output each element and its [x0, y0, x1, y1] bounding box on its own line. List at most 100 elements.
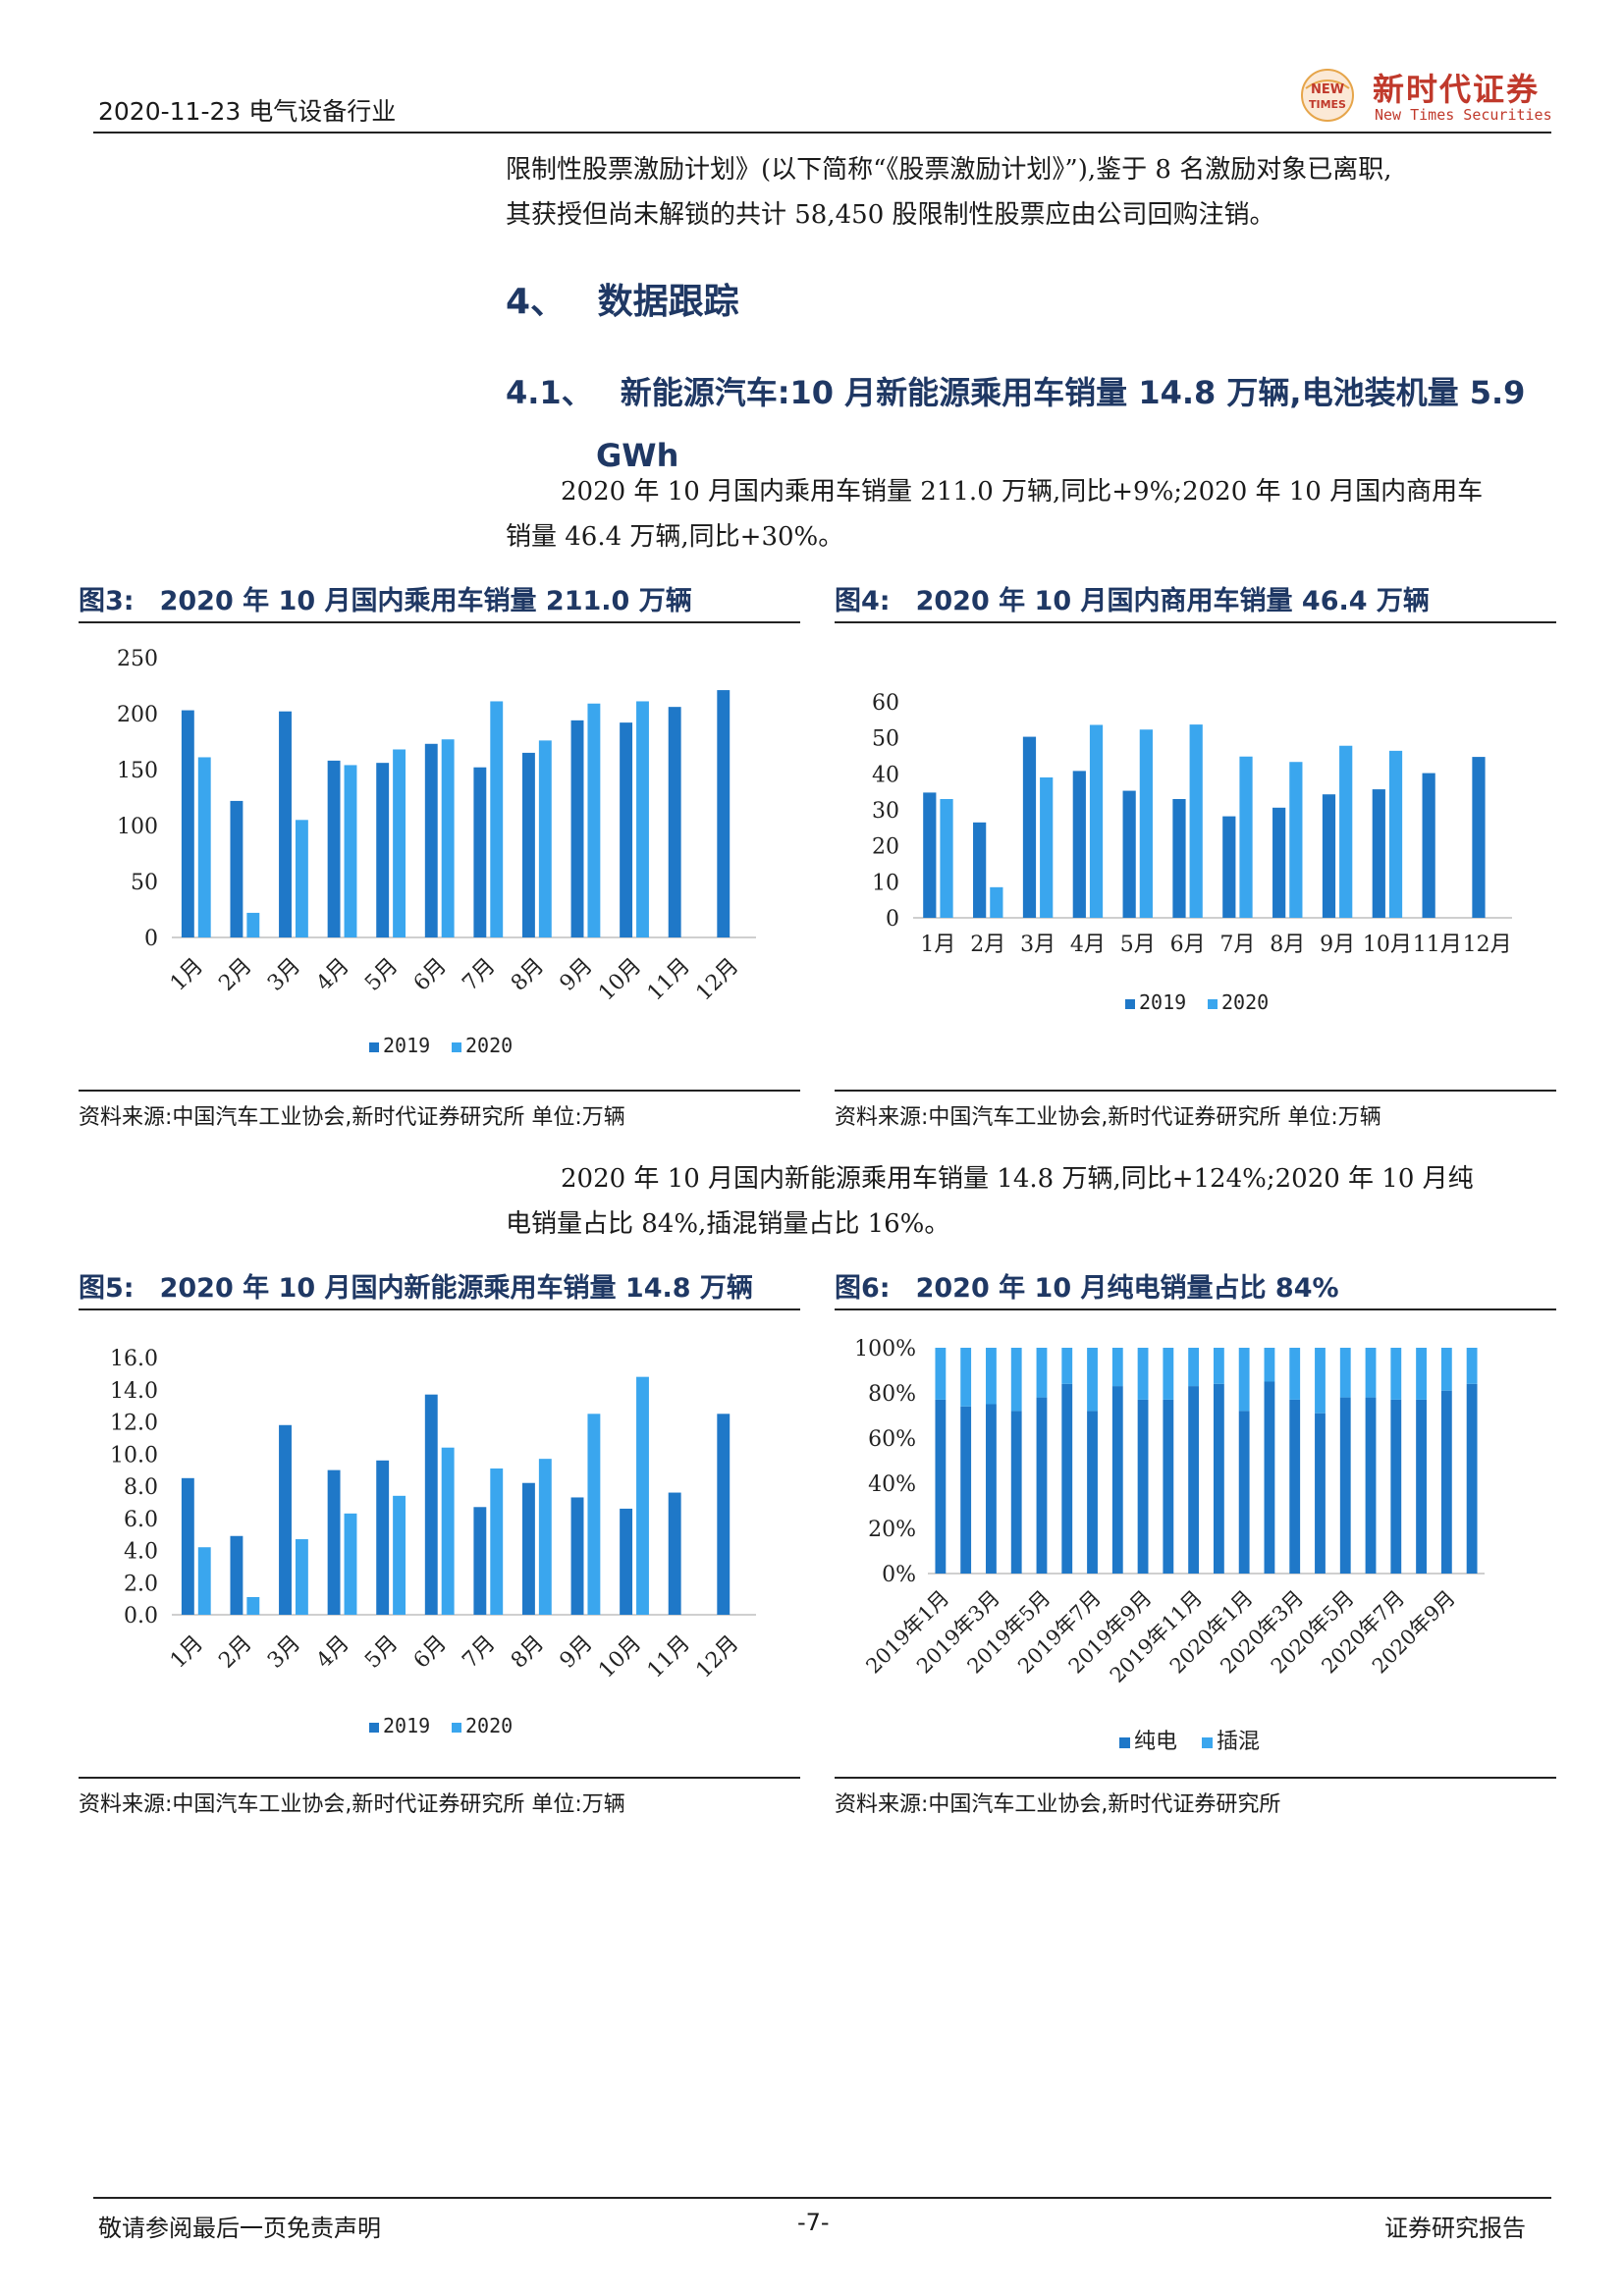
fig4-bar-2020	[1339, 745, 1353, 918]
fig6-bar-插混	[1440, 1348, 1452, 1391]
fig6-bar-插混	[1339, 1348, 1351, 1398]
fig5-bar-2020	[587, 1414, 601, 1615]
fig4-bar-2019	[1272, 807, 1286, 918]
footer-page-number: -7-	[797, 2209, 830, 2236]
fig4-xtick: 11月	[1413, 933, 1462, 957]
logo-name-en: New Times Securities	[1375, 106, 1552, 124]
logo-badge-top: NEW	[1311, 82, 1344, 97]
fig4-bar-2020	[1289, 762, 1303, 918]
paragraph-1-line-1: 2020 年 10 月国内乘用车销量 211.0 万辆,同比+9%;2020 年…	[561, 477, 1484, 507]
fig6-bar-插混	[1416, 1348, 1427, 1400]
fig5-bar-2020	[636, 1376, 649, 1615]
fig6-top-rule	[835, 1308, 1556, 1310]
subsection-heading: 4.1、 新能源汽车:10 月新能源乘用车销量 14.8 万辆,电池装机量 5.9…	[506, 361, 1561, 487]
fig4-xtick: 3月	[1020, 933, 1056, 957]
fig3-xtick: 7月	[458, 954, 500, 996]
fig4-xtick: 2月	[970, 933, 1005, 957]
fig3-bar-2019	[570, 720, 584, 937]
fig5-legend-label: 2019	[383, 1714, 430, 1737]
fig4-xtick: 8月	[1270, 933, 1305, 957]
header-rule	[93, 132, 1551, 133]
fig6-bar-纯电	[1416, 1399, 1427, 1574]
subsection-title: 新能源汽车:10 月新能源乘用车销量 14.8 万辆,电池装机量 5.9	[620, 374, 1526, 411]
fig5-bar-2020	[538, 1459, 552, 1615]
fig5-source: 资料来源:中国汽车工业协会,新时代证券研究所 单位:万辆	[79, 1792, 625, 1817]
fig6-bar-纯电	[1264, 1381, 1275, 1574]
fig5-bar-2019	[327, 1469, 341, 1615]
fig5-svg: 0.0 2.0 4.0 6.0 8.0 10.0 12.0 14.0 16.0 1月 2月 3月 4月 5…	[110, 1347, 756, 1737]
fig5-xtick: 3月	[263, 1631, 305, 1674]
fig4-bar-2020	[1189, 724, 1203, 918]
fig6-bar-纯电	[1163, 1399, 1174, 1574]
fig5-title-text: 2020 年 10 月国内新能源乘用车销量 14.8 万辆	[159, 1273, 753, 1304]
fig4-ytick: 0	[886, 907, 899, 932]
fig3-bar-2020	[344, 765, 357, 937]
fig5-ytick: 6.0	[124, 1508, 158, 1532]
fig4-ytick: 50	[872, 727, 899, 752]
fig4-bar-2020	[1089, 724, 1104, 918]
fig5-top-rule	[79, 1308, 800, 1310]
fig6-source: 资料来源:中国汽车工业协会,新时代证券研究所	[835, 1792, 1281, 1817]
fig3-bar-2020	[587, 703, 601, 937]
fig5-bar-2019	[717, 1414, 731, 1615]
fig5-xtick: 11月	[643, 1631, 695, 1683]
fig5-bar-2019	[620, 1508, 633, 1615]
fig5-ytick: 0.0	[124, 1604, 158, 1629]
fig6-ytick: 20%	[868, 1518, 916, 1542]
fig3-title: 图3: 2020 年 10 月国内乘用车销量 211.0 万辆	[79, 579, 692, 617]
fig4-ytick: 10	[872, 871, 899, 895]
fig3-legend-swatch	[369, 1042, 379, 1052]
fig3-legend-swatch	[452, 1042, 461, 1052]
fig4-xtick: 6月	[1170, 933, 1206, 957]
fig6-bar-插混	[960, 1348, 972, 1407]
fig3-bar-2019	[668, 707, 681, 937]
fig3-ytick: 0	[144, 927, 158, 951]
fig4-bar-2019	[1222, 816, 1236, 918]
fig6-bar-纯电	[1036, 1397, 1048, 1574]
fig3-ytick: 150	[117, 759, 158, 783]
footer-rule	[93, 2197, 1551, 2199]
paragraph-2-line-1: 2020 年 10 月国内新能源乘用车销量 14.8 万辆,同比+124%;20…	[561, 1164, 1474, 1194]
fig3-xtick: 5月	[360, 954, 403, 996]
fig6-bar-纯电	[1061, 1383, 1073, 1574]
fig6-bar-纯电	[1440, 1390, 1452, 1574]
fig4-xtick: 12月	[1463, 933, 1512, 957]
fig6-ytick: 80%	[868, 1382, 916, 1407]
subsection-number: 4.1、	[506, 374, 593, 411]
fig4-bar-2019	[1472, 757, 1486, 918]
fig5-xtick: 6月	[409, 1631, 452, 1674]
fig5-bar-2020	[393, 1495, 406, 1615]
fig6-bar-插混	[986, 1348, 997, 1405]
fig5-ytick: 16.0	[110, 1347, 158, 1371]
fig6-bar-插混	[1390, 1348, 1402, 1400]
fig6-bar-插混	[935, 1348, 947, 1400]
fig6-bar-插混	[1365, 1348, 1377, 1398]
fig4-bar-2020	[1239, 756, 1253, 918]
fig6-bar-纯电	[1010, 1411, 1022, 1574]
fig6-title-text: 2020 年 10 月纯电销量占比 84%	[915, 1273, 1339, 1304]
fig6-bar-插混	[1010, 1348, 1022, 1412]
fig5-xtick: 7月	[458, 1631, 500, 1674]
fig4-bar-2019	[923, 792, 937, 918]
fig6-bar-插混	[1238, 1348, 1250, 1412]
fig5-ytick: 8.0	[124, 1475, 158, 1500]
fig3-chart: 0 50 100 150 200 250 1月 2月 3月 4月 5月 6月 7月 8月 9月 10月 11月 1…	[79, 633, 800, 1085]
fig6-bar-纯电	[1188, 1386, 1200, 1574]
fig3-bar-2019	[473, 767, 487, 937]
fig4-title: 图4: 2020 年 10 月国内商用车销量 46.4 万辆	[835, 579, 1430, 617]
paragraph-1: 2020 年 10 月国内乘用车销量 211.0 万辆,同比+9%;2020 年…	[506, 469, 1556, 560]
fig3-bar-2019	[424, 743, 438, 937]
fig6-title: 图6: 2020 年 10 月纯电销量占比 84%	[835, 1266, 1339, 1305]
fig6-bar-插混	[1289, 1348, 1301, 1400]
fig5-legend-swatch	[369, 1723, 379, 1733]
fig6-bottom-rule	[835, 1777, 1556, 1779]
fig4-bar-2020	[940, 799, 953, 918]
fig3-bar-2019	[717, 690, 731, 937]
fig6-legend-label: 纯电	[1134, 1730, 1177, 1754]
fig5-xtick: 4月	[312, 1631, 354, 1674]
fig3-xtick: 9月	[556, 954, 598, 996]
company-logo: NEW TIMES 新时代证券 New Times Securities	[1294, 63, 1569, 128]
fig5-legend-swatch	[452, 1723, 461, 1733]
fig5-bar-2019	[424, 1394, 438, 1615]
fig5-xtick: 9月	[556, 1631, 598, 1674]
